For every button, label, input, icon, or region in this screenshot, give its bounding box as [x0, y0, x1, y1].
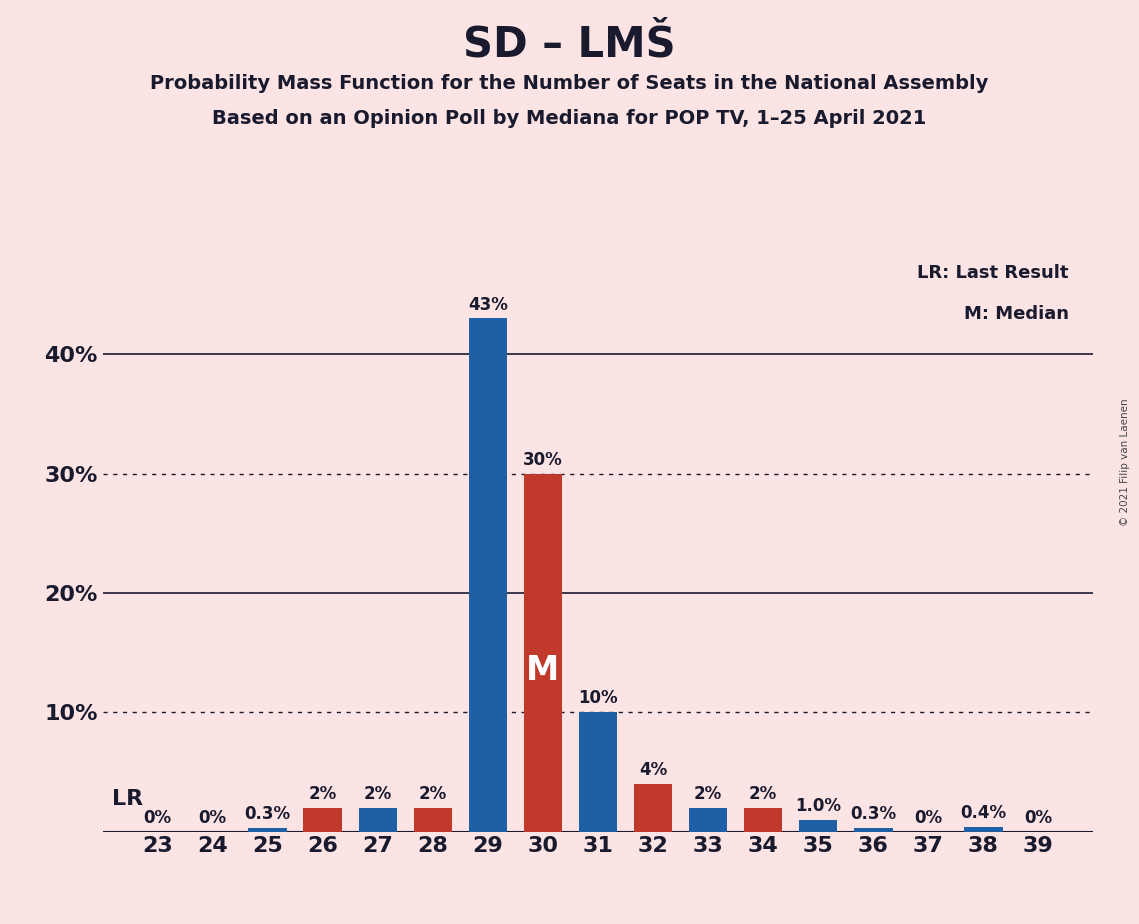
Text: 10%: 10%	[579, 689, 617, 708]
Bar	[689, 808, 728, 832]
Text: © 2021 Filip van Laenen: © 2021 Filip van Laenen	[1120, 398, 1130, 526]
Text: 2%: 2%	[749, 785, 777, 803]
Text: 0%: 0%	[1024, 808, 1052, 827]
Text: 0%: 0%	[915, 808, 942, 827]
Bar	[413, 808, 452, 832]
Text: 2%: 2%	[694, 785, 722, 803]
Text: 0%: 0%	[144, 808, 172, 827]
Text: LR: Last Result: LR: Last Result	[917, 264, 1068, 283]
Bar	[579, 712, 617, 832]
Text: 2%: 2%	[309, 785, 337, 803]
Bar	[468, 319, 507, 832]
Text: SD – LMŠ: SD – LMŠ	[464, 23, 675, 65]
Bar	[303, 808, 342, 832]
Bar	[248, 828, 287, 832]
Text: 0.3%: 0.3%	[850, 805, 896, 823]
Bar	[524, 473, 563, 832]
Text: 4%: 4%	[639, 761, 667, 779]
Text: 0%: 0%	[198, 808, 227, 827]
Text: 30%: 30%	[523, 451, 563, 468]
Text: 1.0%: 1.0%	[795, 796, 842, 815]
Bar	[854, 828, 893, 832]
Text: M: Median: M: Median	[964, 305, 1068, 322]
Bar	[964, 827, 1002, 832]
Bar	[633, 784, 672, 832]
Text: Based on an Opinion Poll by Mediana for POP TV, 1–25 April 2021: Based on an Opinion Poll by Mediana for …	[212, 109, 927, 128]
Text: 2%: 2%	[363, 785, 392, 803]
Text: 0.4%: 0.4%	[960, 804, 1007, 822]
Text: 2%: 2%	[419, 785, 446, 803]
Text: 0.3%: 0.3%	[245, 805, 290, 823]
Text: M: M	[526, 654, 559, 687]
Text: Probability Mass Function for the Number of Seats in the National Assembly: Probability Mass Function for the Number…	[150, 74, 989, 93]
Bar	[359, 808, 398, 832]
Text: LR: LR	[113, 789, 144, 808]
Bar	[798, 820, 837, 832]
Bar	[744, 808, 782, 832]
Text: 43%: 43%	[468, 296, 508, 313]
